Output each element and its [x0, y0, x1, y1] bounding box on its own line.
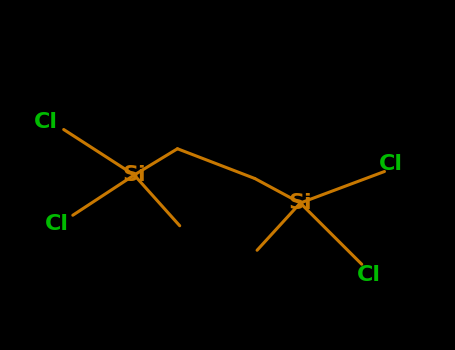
Text: Si: Si	[288, 193, 312, 213]
Text: Si: Si	[122, 165, 146, 185]
Text: Cl: Cl	[379, 154, 402, 175]
Text: Cl: Cl	[45, 214, 69, 234]
Text: Cl: Cl	[34, 112, 57, 133]
Text: Cl: Cl	[357, 265, 380, 285]
